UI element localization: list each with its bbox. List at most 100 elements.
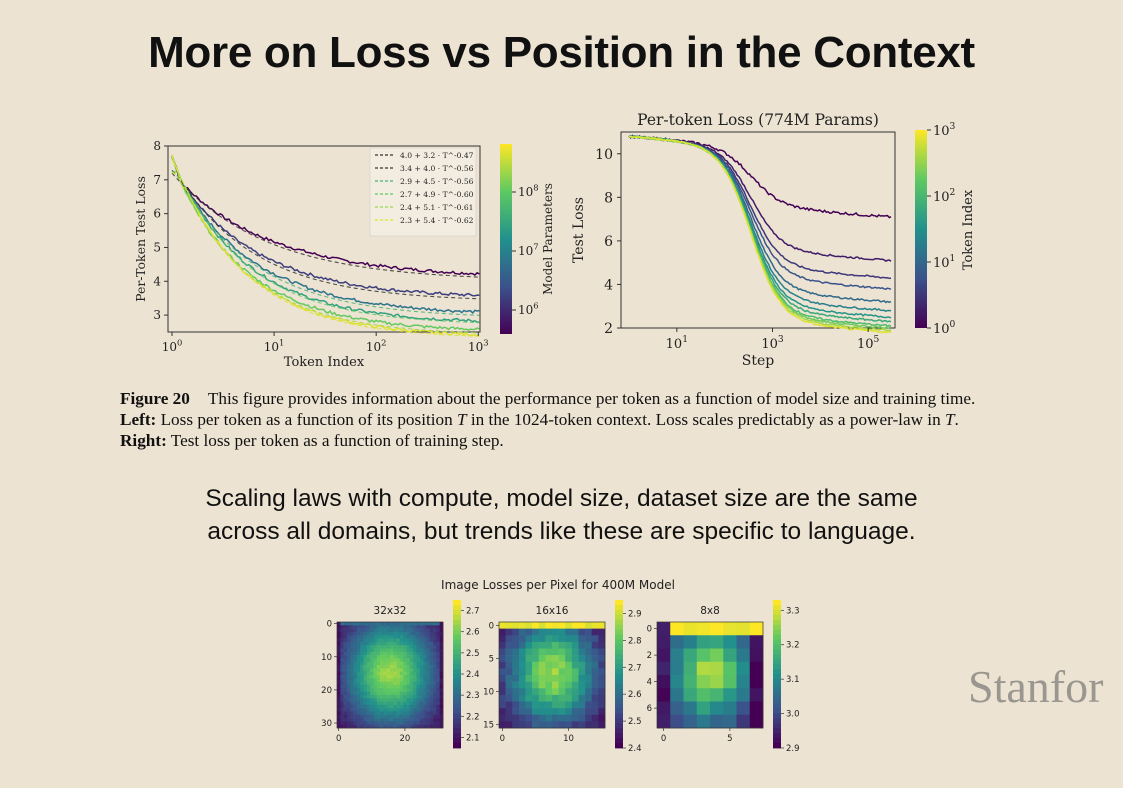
heatmap-cell [346,681,351,686]
heatmap-cell [578,714,586,722]
heatmap-cell [439,628,444,633]
heatmap-cell [350,701,354,706]
heatmap-cell [383,671,387,676]
heatmap-cell [429,701,434,706]
heatmap-cell [363,631,368,636]
heatmap-colorbar-segment [453,644,461,650]
heatmap-cell [436,721,440,725]
heatmap-cell [406,625,411,629]
heatmap-cell [439,684,444,689]
heatmap-xtick-label: 5 [727,734,732,744]
heatmap-cell [406,701,411,706]
heatmap-cell [416,645,421,649]
heatmap-cell [353,658,358,663]
heatmap-cell [356,724,361,729]
heatmap-cell [383,655,387,659]
heatmap-cell [571,694,579,702]
heatmap-cell [366,631,371,636]
heatmap-cell [353,691,358,696]
heatmap-cell [429,681,434,686]
right-xtick-label: 103 [761,335,784,352]
heatmap-cell [683,714,698,729]
heatmap-cbar-label: 2.5 [466,649,480,659]
heatmap-cell [383,622,387,626]
slide-statement: Scaling laws with compute, model size, d… [0,482,1123,548]
heatmap-cell [353,625,358,629]
heatmap-cell [373,638,378,643]
heatmap-cell [499,648,506,656]
heatmap-cell [386,665,391,669]
heatmap-cell [399,714,404,719]
heatmap-cell [585,675,593,682]
heatmap-cell [370,698,374,702]
heatmap-cell [416,668,421,672]
heatmap-cell [370,701,374,706]
heatmap-cell [423,714,427,719]
heatmap-cell [433,701,437,706]
left-legend: 4.0 + 3.2 · T^-0.473.4 + 4.0 · T^-0.562.… [369,147,477,237]
heatmap-cell [436,678,440,682]
heatmap-cell [423,671,427,676]
heatmap-cell [403,628,407,633]
heatmap-cell [538,641,546,649]
heatmap-cell [565,701,573,709]
left-ytick-label: 6 [153,207,161,221]
heatmap-cell [426,688,431,692]
heatmap-cell [396,678,401,682]
heatmap-cell [409,635,414,639]
heatmap-cell [386,688,391,692]
heatmap-cell [436,635,440,639]
right-ylabel: Test Loss [571,197,587,263]
heatmap-cell [353,635,358,639]
heatmap-cell [499,622,506,629]
heatmap-cell [370,622,374,626]
heatmap-cell [363,651,368,656]
right-ytick-label: 10 [595,147,613,163]
heatmap-colorbar-segment [615,683,623,690]
heatmap-cell [571,721,579,729]
heatmap-cell [370,704,374,709]
heatmap-cell [343,641,348,646]
left-xtick-label: 102 [366,338,387,354]
heatmap-cell [383,668,387,672]
heatmap-cell [416,714,421,719]
heatmap-cell [429,638,434,643]
heatmap-cell [393,661,397,666]
heatmap-cell [436,708,440,712]
heatmap-cell [360,681,364,686]
heatmap-cell [376,638,381,643]
heatmap-cell [426,665,431,669]
heatmap-cell [356,671,361,676]
heatmap-cell [363,655,368,659]
heatmap-cell [532,648,540,656]
heatmap-cell [749,688,764,702]
heatmap-cell [598,688,606,696]
heatmap-cell [406,651,411,656]
heatmap-cell [419,655,424,659]
heatmap-cell [366,721,371,725]
heatmap-cell [353,681,358,686]
heatmap-cell [360,641,364,646]
heatmap-cell [356,721,361,725]
heatmap-cell [376,708,381,712]
heatmap-cell [366,688,371,692]
heatmap-cell [423,655,427,659]
heatmap-cell [723,622,737,636]
heatmap-cell [350,704,354,709]
heatmap-cell [518,675,526,682]
heatmap-cell [518,628,526,636]
heatmap-cell [723,648,737,663]
heatmap-cell [353,651,358,656]
heatmap-cell [749,622,764,636]
heatmap-cell [419,631,424,636]
heatmap-cell [512,708,520,716]
heatmap-cell [340,701,344,706]
heatmap-cell [399,708,404,712]
heatmap-cbar-label: 2.7 [628,663,642,673]
left-series-line-2 [171,155,480,297]
heatmap-cell [343,675,348,679]
heatmap-cell [532,714,540,722]
heatmap-cell [370,721,374,725]
heatmap-cell [409,681,414,686]
